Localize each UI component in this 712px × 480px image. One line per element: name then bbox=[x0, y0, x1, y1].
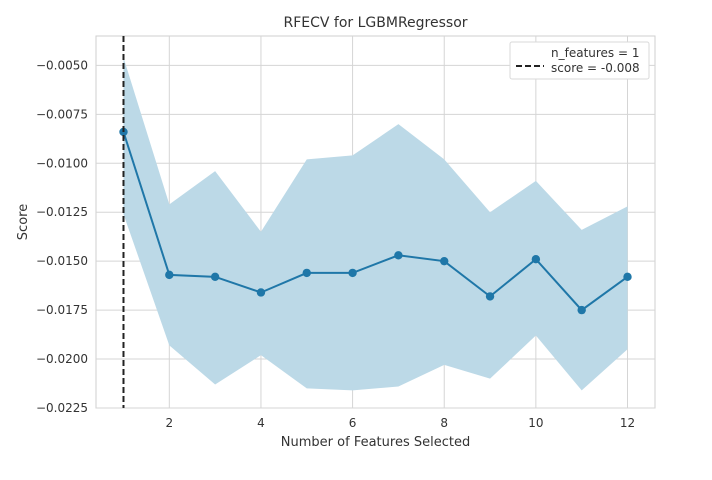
y-tick-labels: −0.0050 −0.0075 −0.0100 −0.0125 −0.0150 −0.01… bbox=[36, 58, 88, 415]
cv-score-line bbox=[122, 131, 629, 312]
x-tick-label-2: 2 bbox=[165, 416, 173, 430]
y-tick-label-0: −0.0050 bbox=[36, 58, 88, 72]
y-tick-label-1: −0.0075 bbox=[36, 107, 88, 121]
x-axis-label: Number of Features Selected bbox=[281, 435, 470, 450]
data-point-6 bbox=[348, 268, 357, 278]
y-tick-label-3: −0.0125 bbox=[36, 205, 88, 219]
x-tick-label-6: 6 bbox=[349, 416, 357, 430]
y-tick-label-5: −0.0175 bbox=[36, 303, 88, 317]
y-tick-label-4: −0.0150 bbox=[36, 254, 88, 268]
legend-box bbox=[509, 41, 650, 80]
x-tick-labels: 2 4 6 8 10 12 bbox=[165, 416, 635, 430]
cv-score-band bbox=[123, 57, 628, 391]
data-point-4 bbox=[256, 288, 266, 297]
x-tick-label-10: 10 bbox=[528, 416, 543, 430]
y-tick-label-7: −0.0225 bbox=[36, 401, 88, 415]
data-point-8 bbox=[440, 256, 449, 266]
data-point-2 bbox=[165, 270, 174, 280]
data-point-10 bbox=[531, 255, 541, 264]
legend-score: score = -0.008 bbox=[551, 61, 640, 75]
x-tick-label-4: 4 bbox=[257, 416, 265, 430]
x-tick-label-12: 12 bbox=[620, 416, 635, 430]
data-point-9 bbox=[485, 292, 495, 301]
data-point-11 bbox=[577, 305, 586, 315]
legend-n-features: n_features = 1 bbox=[551, 46, 640, 60]
data-point-5 bbox=[302, 268, 311, 278]
data-point-12 bbox=[623, 272, 632, 282]
data-point-7 bbox=[394, 251, 403, 260]
x-tick-label-8: 8 bbox=[440, 416, 448, 430]
legend: n_features = 1 score = -0.008 bbox=[509, 41, 650, 80]
confidence-band bbox=[123, 57, 628, 391]
score-line bbox=[122, 131, 629, 312]
chart-title: RFECV for LGBMRegressor bbox=[283, 15, 467, 31]
score-points bbox=[119, 127, 632, 315]
data-point-3 bbox=[210, 272, 220, 282]
y-tick-label-6: −0.0200 bbox=[36, 352, 88, 366]
y-axis-label: Score bbox=[16, 204, 31, 240]
y-tick-label-2: −0.0100 bbox=[36, 156, 88, 170]
